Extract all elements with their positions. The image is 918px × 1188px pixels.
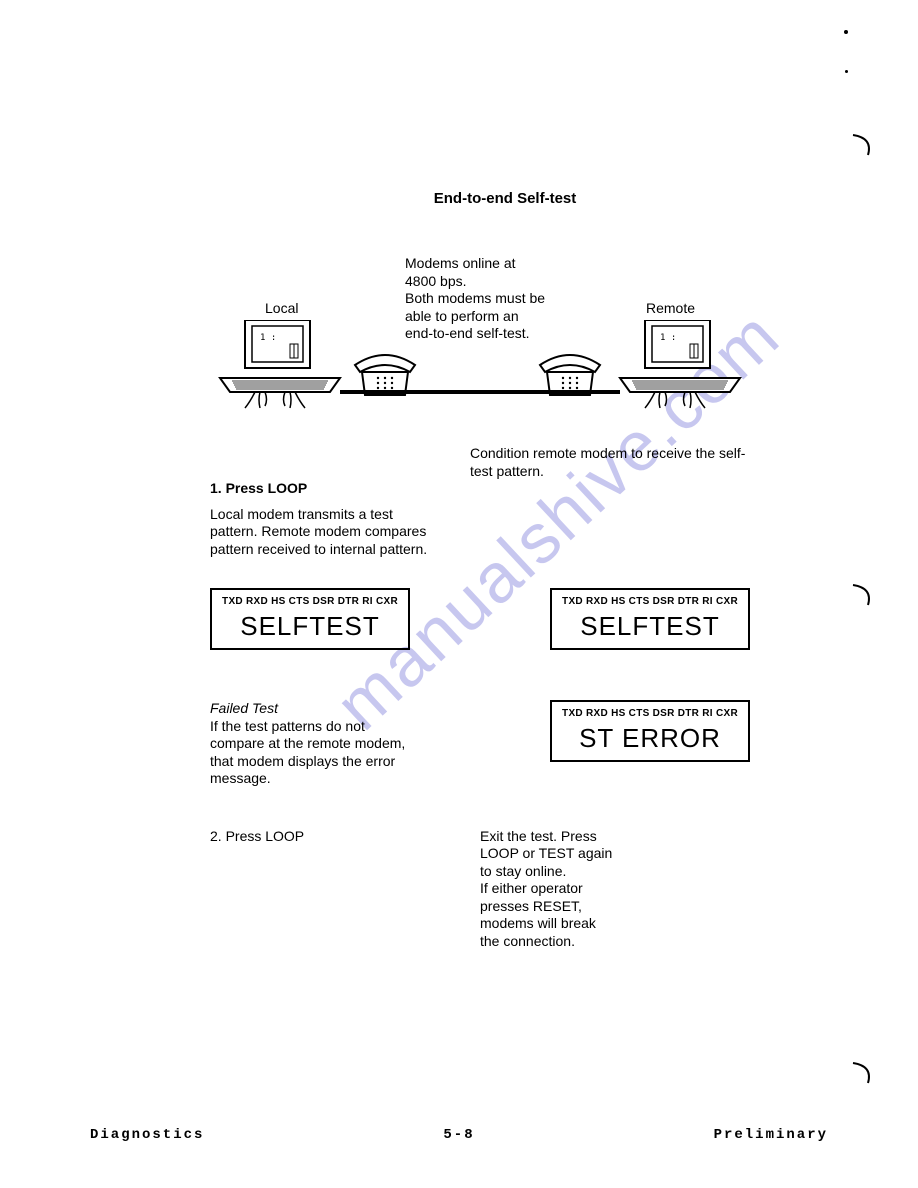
lcd-header: TXD RXD HS CTS DSR DTR RI CXR	[222, 596, 398, 607]
step1-remote-text: Condition remote modem to receive the se…	[470, 445, 750, 480]
computer-local-icon: 1 :	[210, 320, 350, 415]
diagram: Modems online at4800 bps.Both modems mus…	[210, 225, 750, 425]
phone-remote-icon	[535, 350, 605, 405]
footer-center: 5-8	[443, 1127, 474, 1143]
failed-heading: Failed Test	[210, 700, 410, 718]
intro-text: Modems online at4800 bps.Both modems mus…	[405, 255, 580, 343]
page-curl-icon	[848, 1058, 878, 1088]
step2-section: 2. Press LOOP Exit the test. PressLOOP o…	[210, 828, 750, 951]
step1-section: 1. Press LOOP Local modem transmits a te…	[210, 445, 750, 558]
svg-text:1 :: 1 :	[660, 333, 676, 343]
computer-remote-icon: 1 :	[610, 320, 750, 415]
label-remote: Remote	[646, 300, 695, 316]
page-curl-icon	[848, 130, 878, 160]
step1-remote-col: Condition remote modem to receive the se…	[470, 445, 750, 558]
phone-local-icon	[350, 350, 420, 405]
step1-local-text: Local modem transmits a test pattern. Re…	[210, 506, 440, 559]
lcd-remote-selftest: TXD RXD HS CTS DSR DTR RI CXR SELFTEST	[550, 588, 750, 650]
footer-left: Diagnostics	[90, 1127, 204, 1143]
step2-text: Exit the test. PressLOOP or TEST againto…	[480, 828, 680, 951]
lcd-header: TXD RXD HS CTS DSR DTR RI CXR	[562, 708, 738, 719]
page-footer: Diagnostics 5-8 Preliminary	[90, 1127, 828, 1143]
connection-wire	[340, 390, 620, 394]
lcd-header: TXD RXD HS CTS DSR DTR RI CXR	[562, 596, 738, 607]
lcd-text: ST ERROR	[562, 723, 738, 754]
page-curl-icon	[848, 580, 878, 610]
step1-heading: 1. Press LOOP	[210, 480, 440, 498]
lcd-text: SELFTEST	[222, 611, 398, 642]
artifact-dot	[845, 70, 848, 73]
footer-right: Preliminary	[714, 1127, 828, 1143]
failed-test-row: Failed Test If the test patterns do not …	[210, 700, 750, 788]
failed-text-col: Failed Test If the test patterns do not …	[210, 700, 410, 788]
lcd-local-selftest: TXD RXD HS CTS DSR DTR RI CXR SELFTEST	[210, 588, 410, 650]
page-content: End-to-end Self-test Modems online at480…	[210, 190, 750, 950]
page-title: End-to-end Self-test	[260, 190, 750, 207]
step1-local-col: 1. Press LOOP Local modem transmits a te…	[210, 445, 440, 558]
label-local: Local	[265, 300, 298, 316]
lcd-selftest-row: TXD RXD HS CTS DSR DTR RI CXR SELFTEST T…	[210, 588, 750, 650]
lcd-text: SELFTEST	[562, 611, 738, 642]
lcd-sterror: TXD RXD HS CTS DSR DTR RI CXR ST ERROR	[550, 700, 750, 762]
artifact-dot	[844, 30, 848, 34]
step2-heading: 2. Press LOOP	[210, 828, 440, 951]
failed-text: If the test patterns do not compare at t…	[210, 718, 410, 788]
svg-text:1 :: 1 :	[260, 333, 276, 343]
